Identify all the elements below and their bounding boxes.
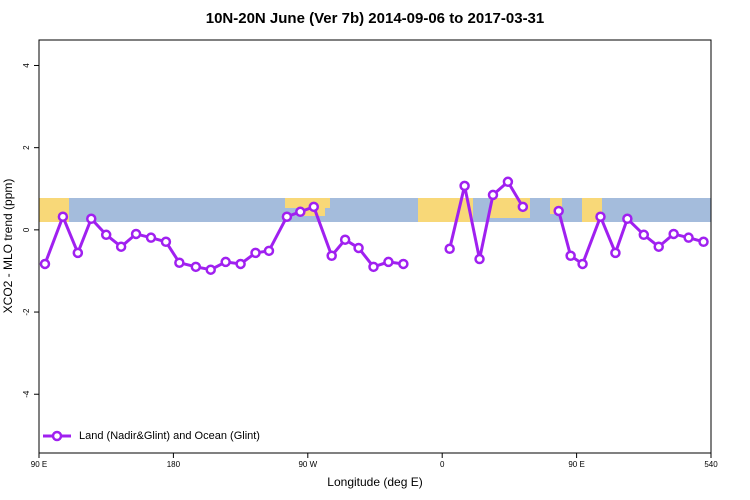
x-tick-label: 540 (704, 460, 718, 469)
map-band (39, 198, 711, 222)
data-point (577, 258, 588, 270)
data-point (72, 247, 84, 259)
data-point (459, 180, 470, 192)
data-point (487, 189, 499, 201)
x-axis-label: Longitude (deg E) (327, 475, 422, 489)
data-point (610, 247, 621, 259)
data-point (250, 247, 261, 259)
x-tick-label: 90 E (31, 460, 47, 469)
data-point (622, 213, 633, 225)
data-point (145, 232, 157, 243)
data-point (474, 253, 485, 265)
data-point (190, 261, 202, 273)
y-tick-label: 0 (22, 227, 31, 232)
data-point (444, 243, 455, 255)
data-point (115, 241, 127, 252)
data-point (205, 264, 216, 275)
data-point (281, 211, 293, 222)
x-tick-label: 90 E (568, 460, 584, 469)
data-point (353, 242, 364, 254)
legend-label: Land (Nadir&Glint) and Ocean (Glint) (79, 430, 260, 442)
y-tick-label: -4 (22, 390, 31, 398)
y-axis-label: XCO2 - MLO trend (ppm) (1, 179, 15, 314)
data-point (368, 261, 379, 273)
data-point (160, 236, 172, 248)
data-point (698, 236, 709, 248)
x-tick-label: 0 (440, 460, 445, 469)
data-point (235, 258, 246, 270)
data-point (86, 213, 97, 225)
data-point (683, 232, 694, 243)
data-point (502, 176, 514, 188)
data-point (653, 241, 664, 252)
x-tick-label: 90 W (298, 460, 317, 469)
data-point (668, 228, 679, 240)
plot-frame (38, 39, 712, 454)
data-point (39, 258, 51, 270)
data-point (595, 211, 606, 222)
data-point (565, 250, 576, 261)
y-tick-label: 4 (22, 63, 31, 68)
data-point (263, 245, 275, 257)
data-point (220, 256, 231, 268)
x-tick-label: 180 (167, 460, 181, 469)
y-tick-label: -2 (22, 308, 31, 316)
data-point (383, 256, 394, 268)
data-point (57, 211, 69, 222)
data-point (398, 258, 409, 270)
data-point (308, 201, 320, 213)
data-point (638, 229, 650, 241)
data-point (553, 205, 564, 217)
data-point (339, 234, 351, 245)
chart-title: 10N-20N June (Ver 7b) 2014-09-06 to 2017… (206, 10, 545, 27)
data-point (100, 229, 112, 241)
data-point (130, 228, 142, 240)
data-point (326, 250, 337, 261)
y-tick-label: 2 (22, 145, 31, 150)
data-point (174, 257, 185, 268)
legend-marker (51, 430, 63, 442)
data-point (295, 206, 306, 218)
data-point (517, 201, 529, 213)
